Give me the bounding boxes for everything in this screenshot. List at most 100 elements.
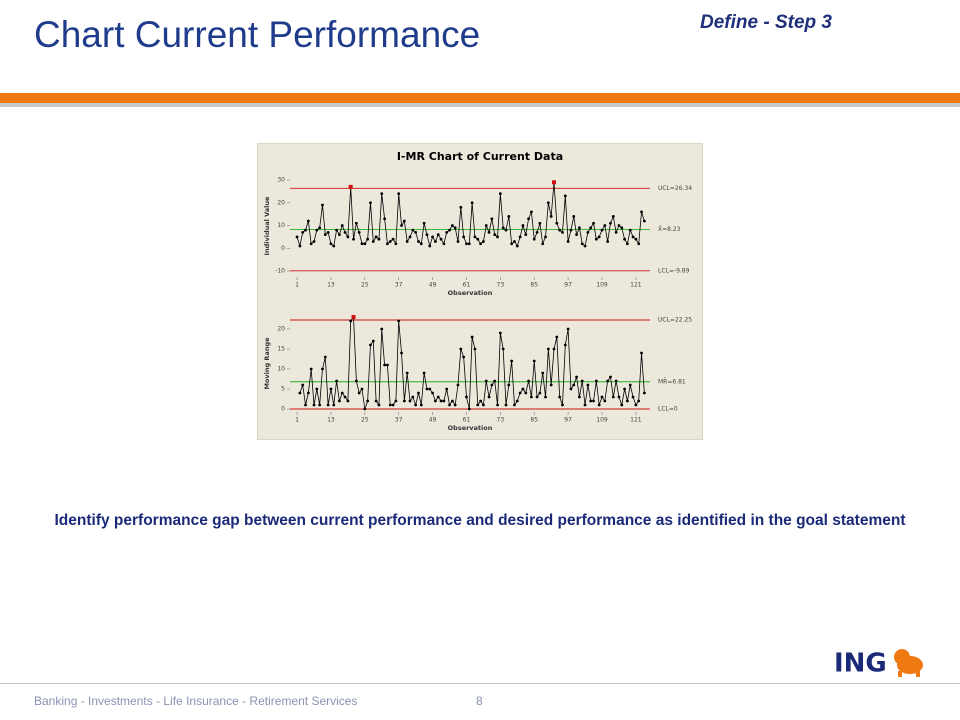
- point: [479, 399, 482, 403]
- point: [521, 224, 525, 227]
- point: [397, 319, 401, 323]
- control-label: UCL=26.34: [658, 185, 692, 192]
- point: [476, 403, 480, 407]
- point: [298, 391, 302, 395]
- x-tick-label: 49: [429, 282, 437, 289]
- point: [405, 371, 409, 375]
- point: [366, 237, 370, 241]
- point: [326, 230, 330, 234]
- point: [532, 359, 536, 363]
- point: [623, 387, 626, 391]
- point: [321, 367, 324, 371]
- point: [422, 221, 426, 225]
- point: [479, 242, 482, 246]
- point: [391, 237, 395, 241]
- point: [566, 240, 570, 243]
- point: [453, 226, 457, 230]
- point: [609, 375, 612, 379]
- point: [501, 347, 505, 351]
- point: [518, 235, 522, 239]
- point: [626, 399, 629, 403]
- point: [388, 403, 392, 407]
- point: [487, 230, 491, 234]
- point: [493, 233, 497, 237]
- point: [436, 395, 440, 399]
- point: [580, 379, 584, 383]
- point: [386, 363, 389, 367]
- point: [428, 244, 432, 248]
- x-tick-label: 121: [630, 282, 642, 289]
- point: [513, 240, 516, 243]
- point: [623, 237, 626, 241]
- point: [414, 403, 418, 407]
- point: [312, 403, 316, 407]
- point: [462, 235, 466, 239]
- point: [332, 244, 336, 248]
- point: [425, 233, 429, 237]
- point: [386, 242, 389, 246]
- point: [419, 242, 423, 246]
- point: [445, 387, 449, 391]
- point: [298, 244, 302, 248]
- point: [490, 217, 494, 221]
- point: [600, 395, 604, 399]
- point: [515, 399, 519, 403]
- point: [470, 201, 474, 205]
- x-tick-label: 61: [463, 417, 471, 424]
- point: [476, 237, 480, 241]
- flagged-point: [552, 180, 556, 185]
- point: [377, 403, 381, 407]
- point: [459, 205, 463, 209]
- point: [490, 383, 494, 387]
- step-label: Define - Step 3: [700, 12, 832, 33]
- point: [631, 235, 635, 239]
- point: [343, 395, 347, 399]
- point: [614, 230, 618, 234]
- point: [335, 379, 338, 383]
- point: [603, 399, 607, 403]
- point: [326, 403, 330, 407]
- y-tick-label: 10: [277, 366, 285, 373]
- point: [640, 210, 643, 214]
- point: [628, 228, 632, 232]
- x-tick-label: 1: [295, 282, 299, 289]
- point: [425, 387, 429, 391]
- x-tick-label: 25: [361, 282, 369, 289]
- point: [555, 221, 559, 225]
- point: [552, 347, 556, 351]
- point: [496, 235, 499, 239]
- point: [487, 395, 491, 399]
- point: [414, 230, 418, 234]
- point: [380, 192, 384, 196]
- point: [507, 383, 511, 387]
- point: [524, 233, 528, 237]
- point: [357, 230, 361, 234]
- point: [422, 371, 426, 375]
- point: [493, 379, 497, 383]
- y-tick-label: 5: [281, 386, 285, 393]
- point: [456, 383, 460, 387]
- point: [510, 242, 514, 246]
- footer-text: Banking - Investments - Life Insurance -…: [34, 694, 358, 708]
- point: [315, 387, 319, 391]
- point: [473, 235, 477, 239]
- point: [431, 391, 434, 395]
- point: [400, 224, 403, 227]
- point: [498, 192, 502, 196]
- x-tick-label: 73: [497, 282, 505, 289]
- point: [442, 399, 446, 403]
- point: [504, 228, 508, 232]
- point: [507, 215, 511, 218]
- point: [321, 203, 324, 207]
- point: [527, 217, 530, 221]
- point: [408, 399, 412, 403]
- point: [411, 228, 415, 232]
- point: [558, 228, 562, 232]
- point: [431, 235, 434, 239]
- point: [606, 240, 610, 243]
- point: [642, 391, 646, 395]
- point: [538, 221, 542, 225]
- point: [467, 242, 471, 246]
